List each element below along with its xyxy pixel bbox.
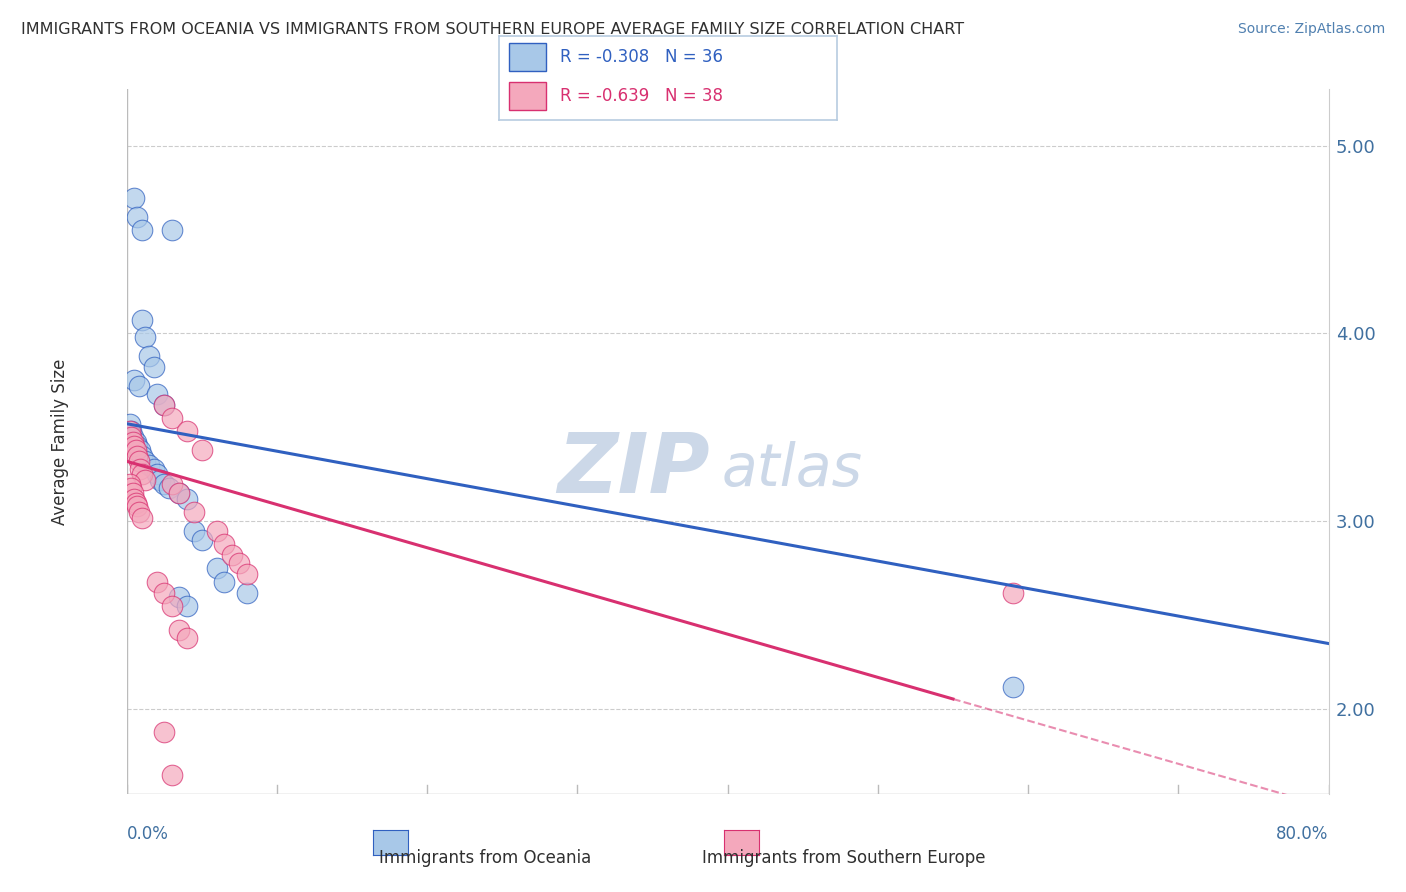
Text: atlas: atlas (721, 442, 863, 499)
Point (131, 313, 153, 327)
Point (205, 561, 228, 575)
Point (142, 462, 165, 476)
Point (118, 417, 141, 431)
Point (176, 424, 198, 438)
Point (153, 586, 176, 600)
Point (131, 510, 153, 524)
Point (118, 476, 141, 491)
Point (167, 486, 190, 500)
Point (153, 398, 176, 412)
Point (167, 624, 190, 638)
Point (190, 442, 212, 457)
Point (120, 430, 142, 444)
Point (212, 537, 235, 551)
Point (160, 223, 183, 237)
Point (125, 210, 148, 224)
Point (128, 505, 150, 519)
Point (138, 349, 160, 363)
Point (124, 442, 146, 457)
Point (129, 462, 152, 476)
Point (176, 631, 198, 645)
Point (124, 495, 146, 509)
Point (121, 486, 143, 500)
Text: 0.0%: 0.0% (127, 825, 169, 843)
Point (157, 481, 180, 495)
Point (131, 223, 153, 237)
Point (205, 524, 228, 538)
Point (160, 768, 183, 782)
Point (122, 439, 145, 453)
Point (125, 439, 148, 453)
Point (122, 374, 145, 388)
Point (153, 724, 176, 739)
Point (183, 524, 205, 538)
Point (120, 481, 142, 495)
Point (235, 586, 259, 600)
Point (149, 473, 172, 487)
Point (221, 548, 243, 562)
Point (160, 411, 183, 425)
Point (125, 500, 148, 514)
Point (153, 398, 176, 412)
Text: Immigrants from Southern Europe: Immigrants from Southern Europe (702, 849, 986, 867)
Text: R = -0.639   N = 38: R = -0.639 N = 38 (560, 87, 723, 105)
Text: IMMIGRANTS FROM OCEANIA VS IMMIGRANTS FROM SOUTHERN EUROPE AVERAGE FAMILY SIZE C: IMMIGRANTS FROM OCEANIA VS IMMIGRANTS FR… (21, 22, 965, 37)
Point (190, 533, 212, 548)
Point (142, 360, 165, 375)
Point (235, 567, 259, 582)
Text: Immigrants from Oceania: Immigrants from Oceania (380, 849, 591, 867)
Point (118, 424, 141, 438)
Point (129, 442, 152, 457)
Point (176, 491, 198, 506)
Point (128, 379, 150, 393)
Bar (509, 44, 547, 71)
Point (1002, 586, 1025, 600)
Point (167, 486, 190, 500)
Point (134, 330, 156, 344)
Point (124, 435, 146, 450)
Point (131, 467, 153, 482)
Point (212, 574, 235, 589)
Text: 80.0%: 80.0% (1277, 825, 1329, 843)
Point (122, 491, 145, 506)
Point (131, 449, 153, 463)
Point (134, 473, 156, 487)
Point (160, 476, 183, 491)
Bar (509, 82, 547, 111)
Point (145, 386, 167, 401)
Point (176, 599, 198, 613)
Point (120, 424, 142, 438)
Point (134, 454, 156, 468)
Text: Source: ZipAtlas.com: Source: ZipAtlas.com (1237, 22, 1385, 37)
Text: Average Family Size: Average Family Size (52, 359, 69, 524)
Point (138, 458, 160, 472)
Point (125, 449, 148, 463)
Text: ZIP: ZIP (557, 429, 710, 510)
Point (228, 556, 250, 570)
Point (160, 599, 183, 613)
Point (121, 435, 143, 450)
Point (183, 505, 205, 519)
Point (121, 430, 143, 444)
Point (128, 454, 150, 468)
Point (167, 590, 190, 604)
Point (145, 467, 167, 482)
Point (1002, 680, 1025, 694)
Text: R = -0.308   N = 36: R = -0.308 N = 36 (560, 48, 723, 66)
Point (153, 476, 176, 491)
Point (122, 191, 145, 205)
Point (145, 574, 167, 589)
